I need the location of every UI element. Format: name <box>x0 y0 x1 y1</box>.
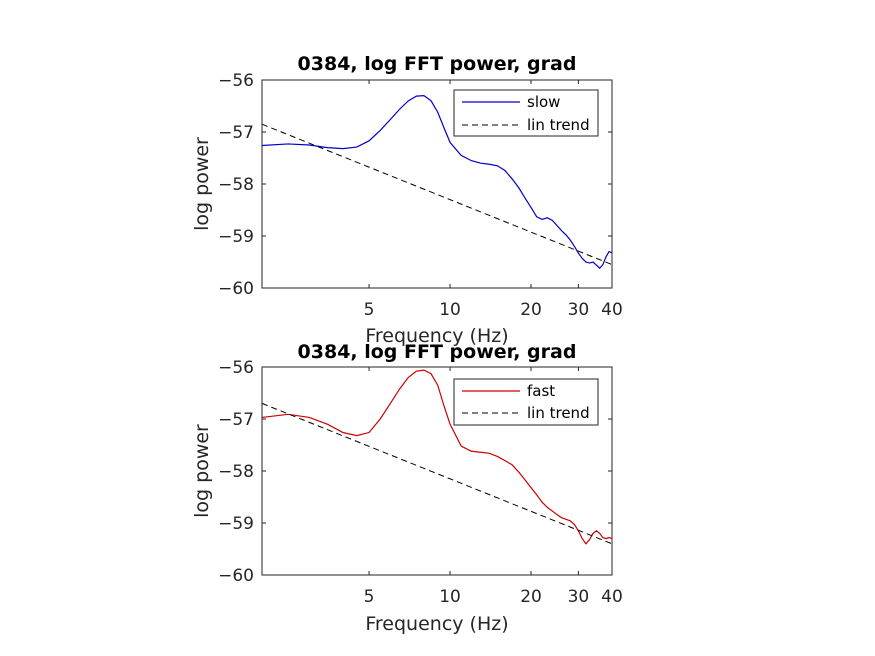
x-tick-label: 20 <box>520 300 542 320</box>
y-tick-label: −57 <box>218 410 254 430</box>
x-axis-label: Frequency (Hz) <box>365 325 508 347</box>
y-tick-label: −59 <box>218 514 254 534</box>
y-axis-label: log power <box>191 137 213 231</box>
x-tick-label: 30 <box>568 300 590 320</box>
x-tick-label: 30 <box>568 587 590 607</box>
x-tick-label: 10 <box>439 300 461 320</box>
subplot-top: 0384, log FFT power, grad −60 −59 −58 −57 −5… <box>191 53 623 347</box>
series-lines <box>261 369 613 545</box>
chart-title: 0384, log FFT power, grad <box>298 53 577 75</box>
series-line-fast <box>261 369 613 545</box>
x-tick-label: 10 <box>439 587 461 607</box>
legend-box <box>453 378 599 426</box>
y-axis-label: log power <box>191 424 213 518</box>
y-ticks: −60 −59 −58 −57 −56 <box>218 358 612 586</box>
y-tick-label: −60 <box>218 279 254 299</box>
legend-box <box>453 89 599 137</box>
legend: fast lin trend <box>453 378 599 426</box>
x-tick-label: 20 <box>520 587 542 607</box>
legend-label-lin-trend: lin trend <box>527 116 590 134</box>
series-line-lin-trend <box>261 123 613 266</box>
x-axis-label: Frequency (Hz) <box>365 613 508 635</box>
y-ticks: −60 −59 −58 −57 −56 <box>218 71 612 299</box>
x-tick-label: 40 <box>601 587 623 607</box>
legend-label-slow: slow <box>527 93 560 111</box>
legend: slow lin trend <box>453 89 599 137</box>
x-tick-label: 5 <box>364 300 375 320</box>
subplot-bottom: 0384, log FFT power, grad −60 −59 −58 −57 −5… <box>191 341 623 635</box>
y-tick-label: −58 <box>218 175 254 195</box>
x-tick-label: 5 <box>364 587 375 607</box>
y-tick-label: −58 <box>218 462 254 482</box>
y-tick-label: −56 <box>218 71 254 91</box>
x-ticks: 5 10 20 30 40 <box>364 367 623 607</box>
series-lines <box>261 94 613 270</box>
y-tick-label: −56 <box>218 358 254 378</box>
y-tick-label: −59 <box>218 227 254 247</box>
y-tick-label: −60 <box>218 566 254 586</box>
series-line-lin-trend <box>261 402 613 545</box>
y-tick-label: −57 <box>218 123 254 143</box>
chart-title: 0384, log FFT power, grad <box>298 341 577 363</box>
x-tick-label: 40 <box>601 300 623 320</box>
legend-label-lin-trend: lin trend <box>527 404 590 422</box>
series-line-slow <box>261 94 613 270</box>
legend-label-fast: fast <box>527 382 555 400</box>
x-ticks: 5 10 20 30 40 <box>364 80 623 320</box>
